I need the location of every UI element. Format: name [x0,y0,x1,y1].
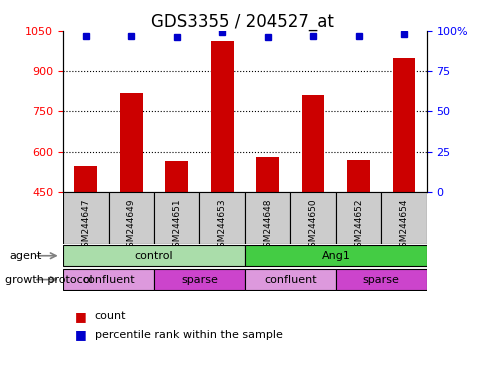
Bar [63,269,153,290]
Text: GDS3355 / 204527_at: GDS3355 / 204527_at [151,13,333,31]
Text: Ang1: Ang1 [321,251,349,261]
Text: agent: agent [10,251,42,261]
Bar [63,192,108,244]
Bar [301,95,324,192]
Text: percentile rank within the sample: percentile rank within the sample [94,330,282,340]
Bar [244,269,335,290]
Bar [244,245,426,266]
Text: growth protocol: growth protocol [5,275,92,285]
Text: GSM244650: GSM244650 [308,198,317,253]
Bar [74,167,97,192]
Text: GSM244647: GSM244647 [81,198,90,253]
Bar [290,192,335,244]
Bar [256,157,278,192]
Bar [347,160,369,192]
Text: GSM244651: GSM244651 [172,198,181,253]
Text: ■: ■ [75,310,87,323]
Text: confluent: confluent [263,275,316,285]
Text: GSM244649: GSM244649 [126,198,136,253]
Bar [165,161,188,192]
Bar [153,269,244,290]
Bar [380,192,426,244]
Bar [335,269,426,290]
Text: confluent: confluent [82,275,135,285]
Bar [153,192,199,244]
Text: sparse: sparse [362,275,399,285]
Text: count: count [94,311,126,321]
Text: control: control [135,251,173,261]
Text: GSM244654: GSM244654 [399,198,408,253]
Bar [244,192,290,244]
Text: ■: ■ [75,328,87,341]
Text: GSM244653: GSM244653 [217,198,226,253]
Bar [335,192,380,244]
Text: GSM244648: GSM244648 [263,198,272,253]
Bar [63,245,244,266]
Text: sparse: sparse [181,275,217,285]
Bar [211,41,233,192]
Bar [108,192,153,244]
Bar [199,192,244,244]
Bar [120,93,142,192]
Text: GSM244652: GSM244652 [353,198,363,253]
Bar [392,58,415,192]
